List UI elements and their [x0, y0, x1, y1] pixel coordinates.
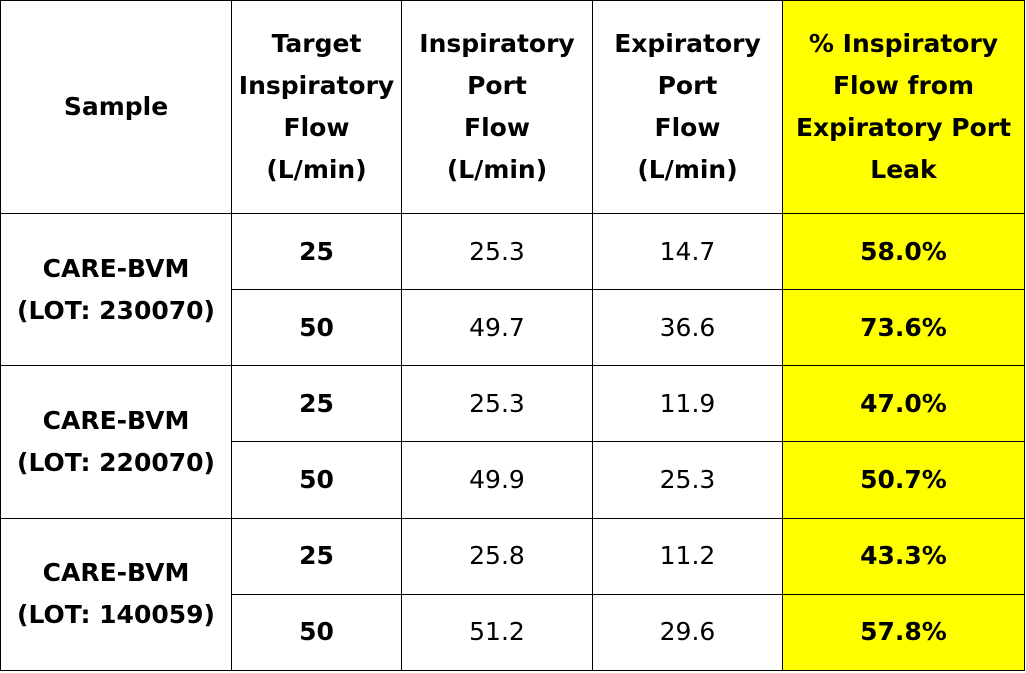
- target-flow-cell: 50: [231, 289, 402, 367]
- exp-flow-cell: 11.2: [592, 517, 783, 595]
- pct-leak-cell: 50.7%: [782, 441, 1025, 519]
- header-target-line: Target: [271, 29, 362, 58]
- insp-flow-cell: 25.3: [401, 212, 593, 291]
- pct-leak-cell: 47.0%: [782, 365, 1025, 443]
- table-row: 50 49.9 25.3 50.7%: [1, 441, 1025, 519]
- target-flow-cell: 25: [231, 517, 402, 595]
- header-exp-line: (L/min): [637, 155, 738, 184]
- header-inspiratory-port-flow: Inspiratory Port Flow (L/min): [401, 0, 593, 214]
- table-row: CARE-BVM (LOT: 230070) 25 25.3 14.7 58.0…: [0, 212, 1025, 367]
- header-exp-line: Port: [657, 71, 718, 100]
- insp-flow-cell: 51.2: [401, 593, 593, 672]
- header-target-line: Flow: [283, 113, 350, 142]
- sample-cell: CARE-BVM (LOT: 230070): [0, 212, 232, 367]
- header-pct-leak: % Inspiratory Flow from Expiratory Port …: [782, 0, 1025, 214]
- insp-flow-cell: 49.9: [401, 441, 593, 519]
- header-exp-line: Flow: [654, 113, 721, 142]
- header-insp-line: Port: [467, 71, 527, 100]
- exp-flow-cell: 36.6: [592, 289, 783, 367]
- target-flow-cell: 50: [231, 441, 402, 519]
- header-insp-line: (L/min): [446, 155, 548, 184]
- pct-leak-cell: 43.3%: [782, 517, 1025, 595]
- sample-name: CARE-BVM: [42, 253, 190, 283]
- header-expiratory-port-flow: Expiratory Port Flow (L/min): [592, 0, 783, 214]
- header-insp-line: Inspiratory: [419, 29, 575, 58]
- insp-flow-cell: 49.7: [401, 289, 593, 367]
- exp-flow-cell: 14.7: [592, 212, 783, 291]
- exp-flow-cell: 25.3: [592, 441, 783, 519]
- sample-lot: (LOT: 230070): [17, 295, 215, 325]
- header-pct-line: Expiratory Port: [795, 113, 1012, 142]
- insp-flow-cell: 25.8: [401, 517, 593, 595]
- table-row: 50 49.7 36.6 73.6%: [1, 289, 1025, 367]
- sample-lot: (LOT: 220070): [17, 447, 215, 477]
- header-pct-line: % Inspiratory: [808, 29, 999, 58]
- target-flow-cell: 50: [231, 593, 402, 672]
- table-row: 50 51.2 29.6 57.8%: [1, 593, 1025, 672]
- target-flow-cell: 25: [231, 365, 402, 443]
- header-pct-line: Leak: [870, 155, 937, 184]
- header-target-line: (L/min): [266, 155, 367, 184]
- sample-cell: CARE-BVM (LOT: 140059): [0, 517, 232, 672]
- target-flow-cell: 25: [231, 212, 402, 291]
- header-row: Sample Target Inspiratory Flow (L/min) I…: [0, 0, 1025, 214]
- header-pct-line: Flow from: [832, 71, 975, 100]
- exp-flow-cell: 29.6: [592, 593, 783, 672]
- header-target-flow: Target Inspiratory Flow (L/min): [231, 0, 402, 214]
- header-insp-line: Flow: [464, 113, 530, 142]
- sample-name: CARE-BVM: [42, 558, 190, 588]
- pct-leak-cell: 58.0%: [782, 212, 1025, 291]
- table-row: CARE-BVM (LOT: 220070) 25 25.3 11.9 47.0…: [0, 365, 1025, 519]
- pct-leak-cell: 57.8%: [782, 593, 1025, 672]
- sample-cell: CARE-BVM (LOT: 220070): [0, 365, 232, 519]
- insp-flow-cell: 25.3: [401, 365, 593, 443]
- header-target-line: Inspiratory: [238, 71, 395, 100]
- header-sample: Sample: [0, 0, 232, 214]
- sample-name: CARE-BVM: [42, 405, 190, 435]
- pct-leak-cell: 73.6%: [782, 289, 1025, 367]
- sample-lot: (LOT: 140059): [17, 600, 215, 630]
- header-exp-line: Expiratory: [614, 29, 761, 58]
- table-row: CARE-BVM (LOT: 140059) 25 25.8 11.2 43.3…: [0, 517, 1025, 672]
- exp-flow-cell: 11.9: [592, 365, 783, 443]
